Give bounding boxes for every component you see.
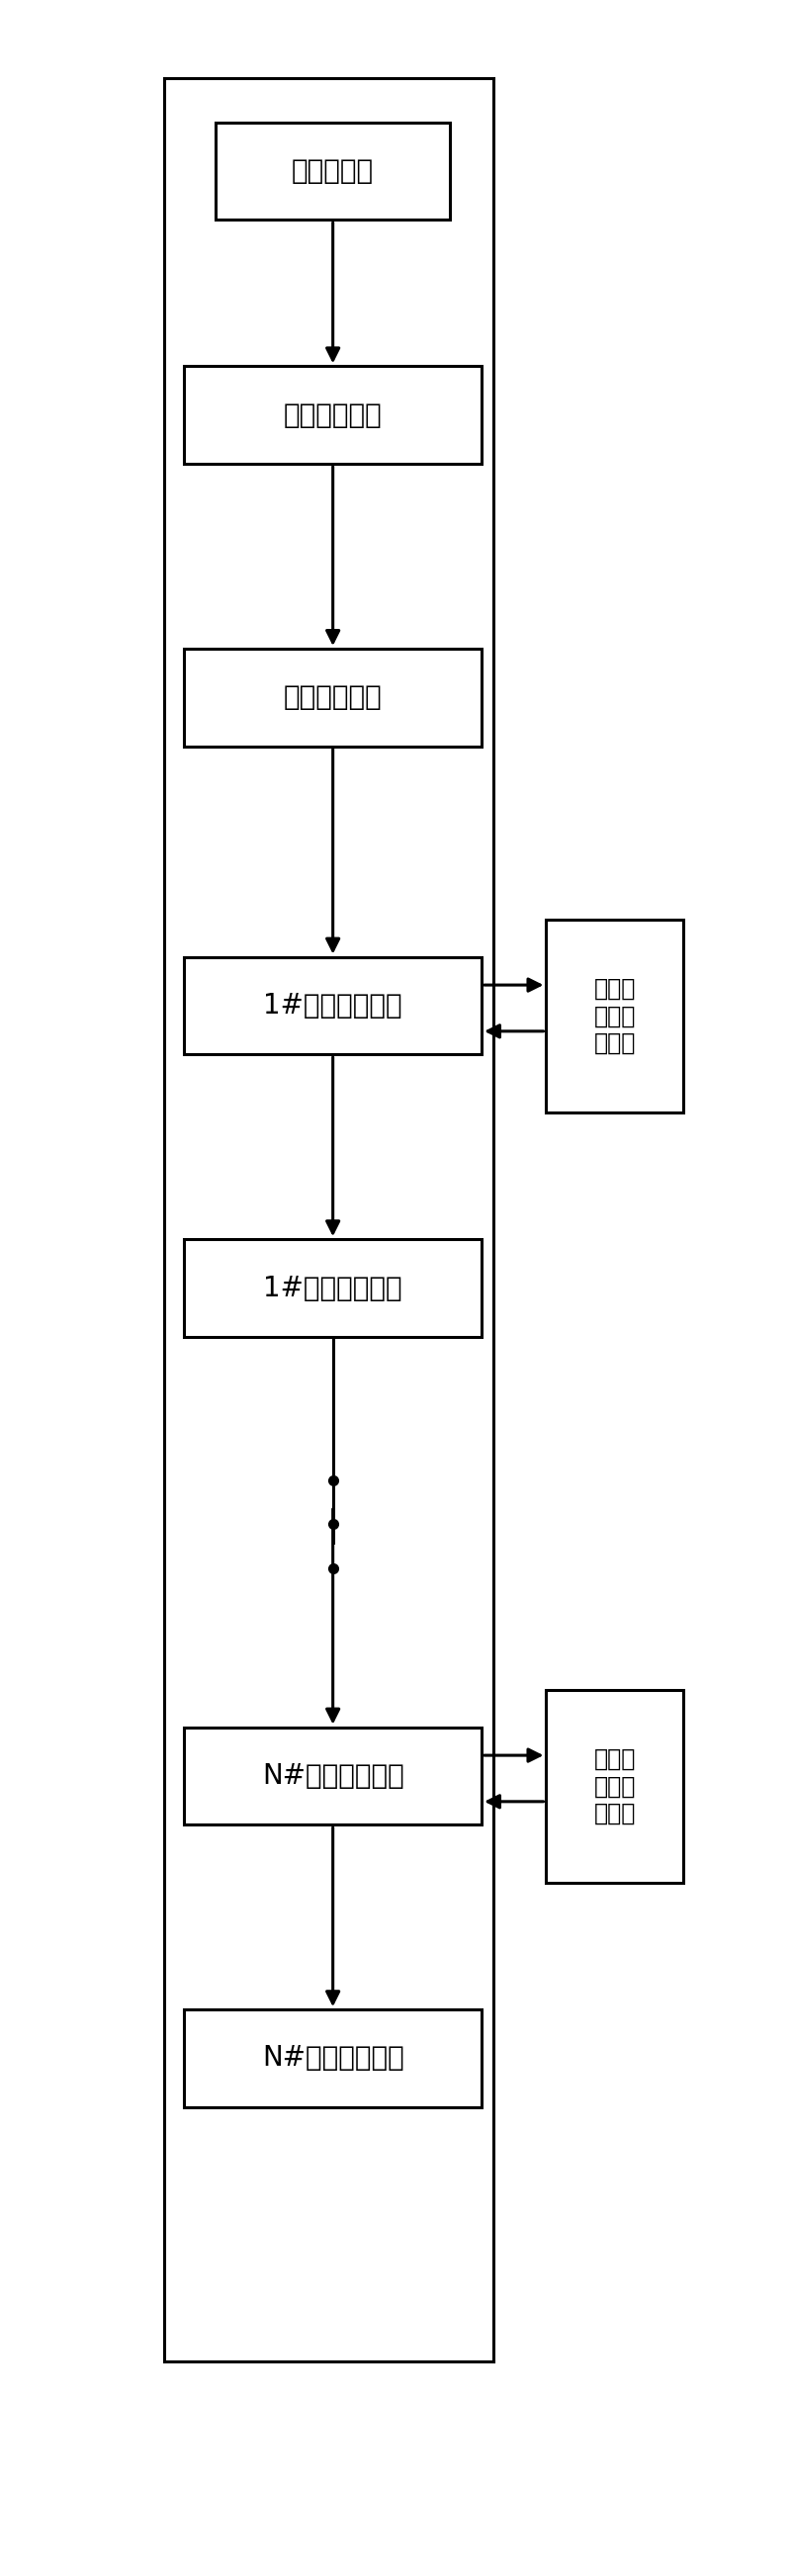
Text: N#分部逻辑控制: N#分部逻辑控制 — [262, 1762, 404, 1790]
Bar — [546, 920, 683, 1113]
Bar — [184, 366, 482, 464]
Text: 辅助保护控制: 辅助保护控制 — [283, 683, 382, 711]
Bar — [184, 1239, 482, 1337]
Bar — [184, 1726, 482, 1824]
Text: N#分部数据处理: N#分部数据处理 — [262, 2045, 404, 2071]
Text: 逻辑状
态转换
子流程: 逻辑状 态转换 子流程 — [594, 1747, 636, 1826]
Bar — [184, 2009, 482, 2107]
Bar — [215, 121, 450, 219]
Text: 1#分部逻辑控制: 1#分部逻辑控制 — [263, 992, 403, 1020]
Text: 通讯数据处理: 通讯数据处理 — [283, 402, 382, 428]
Text: 上电初始化: 上电初始化 — [292, 157, 374, 185]
Text: 1#分部数据处理: 1#分部数据处理 — [263, 1275, 403, 1301]
Bar — [184, 956, 482, 1054]
Bar — [546, 1690, 683, 1883]
Bar — [184, 649, 482, 747]
Text: 逻辑状
态转换
子流程: 逻辑状 态转换 子流程 — [594, 976, 636, 1056]
